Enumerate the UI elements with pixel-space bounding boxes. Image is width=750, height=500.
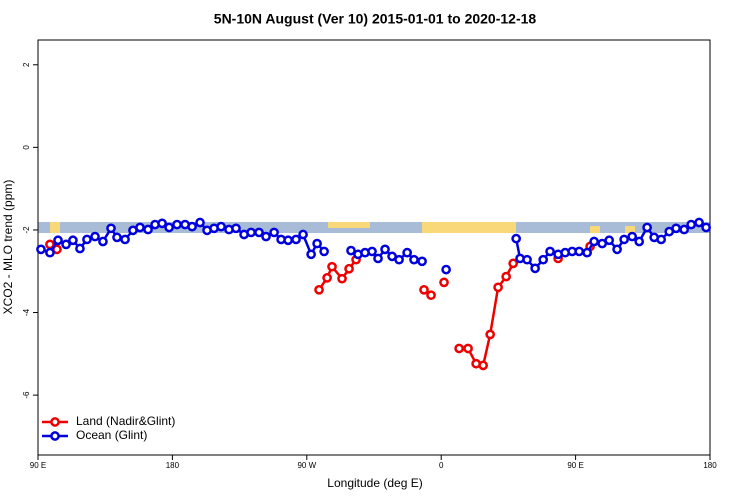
data-point bbox=[164, 222, 174, 233]
data-point bbox=[98, 236, 108, 247]
data-point bbox=[530, 263, 540, 274]
data-point bbox=[327, 261, 337, 272]
data-point bbox=[120, 234, 130, 245]
data-point bbox=[441, 264, 451, 275]
data-point bbox=[298, 229, 308, 240]
data-point bbox=[604, 235, 615, 246]
data-point bbox=[283, 235, 293, 246]
data-point bbox=[694, 217, 704, 228]
data-point bbox=[246, 227, 256, 238]
data-point bbox=[656, 234, 667, 245]
data-point bbox=[426, 290, 436, 301]
data-point bbox=[231, 223, 241, 234]
data-point bbox=[701, 222, 711, 233]
data-point bbox=[135, 222, 145, 233]
data-point bbox=[508, 258, 519, 269]
data-point bbox=[463, 343, 473, 354]
data-point bbox=[402, 247, 413, 258]
data-point bbox=[454, 343, 464, 354]
data-point bbox=[187, 221, 197, 232]
data-point bbox=[157, 218, 167, 229]
data-point bbox=[195, 217, 205, 228]
data-point bbox=[312, 238, 322, 249]
data-point bbox=[106, 223, 116, 234]
y-tick-label: 2 bbox=[22, 62, 31, 67]
data-point bbox=[589, 236, 599, 247]
data-point bbox=[112, 232, 122, 243]
data-point bbox=[172, 219, 182, 230]
y-tick-label: -6 bbox=[22, 391, 31, 399]
data-point bbox=[254, 227, 264, 238]
data-point bbox=[36, 244, 46, 255]
data-point bbox=[319, 246, 329, 257]
data-point bbox=[409, 254, 419, 265]
data-point bbox=[291, 234, 301, 245]
x-tick-label: 90 E bbox=[30, 461, 46, 470]
data-point bbox=[501, 271, 512, 282]
data-point bbox=[439, 277, 449, 288]
data-point bbox=[322, 273, 332, 283]
data-point bbox=[582, 247, 592, 258]
data-point bbox=[337, 273, 347, 284]
legend-marker bbox=[50, 431, 60, 441]
data-point bbox=[679, 224, 690, 235]
data-point bbox=[493, 282, 503, 293]
data-point bbox=[143, 224, 153, 235]
y-tick-label: 0 bbox=[22, 145, 31, 150]
data-point bbox=[45, 247, 55, 258]
data-point bbox=[538, 254, 549, 265]
data-point bbox=[642, 222, 652, 233]
legend-marker bbox=[50, 417, 60, 427]
x-axis-label: Longitude (deg E) bbox=[327, 476, 422, 490]
data-point bbox=[634, 236, 645, 247]
data-point bbox=[53, 235, 63, 246]
x-tick-label: 0 bbox=[439, 461, 444, 470]
data-point bbox=[90, 231, 100, 242]
data-point bbox=[619, 234, 629, 245]
data-point bbox=[686, 219, 697, 230]
data-point bbox=[478, 360, 489, 371]
data-point bbox=[269, 227, 279, 238]
data-point bbox=[75, 243, 85, 254]
data-point bbox=[373, 253, 383, 264]
data-point bbox=[417, 256, 427, 267]
data-point bbox=[522, 254, 532, 265]
data-point bbox=[612, 244, 622, 255]
data-point bbox=[511, 233, 522, 244]
map-strip bbox=[38, 222, 710, 233]
legend-label: Land (Nadir&Glint) bbox=[76, 414, 175, 428]
data-point bbox=[485, 329, 496, 340]
data-point bbox=[314, 284, 324, 295]
data-point bbox=[68, 235, 78, 246]
data-point bbox=[367, 246, 377, 257]
legend-label: Ocean (Glint) bbox=[76, 428, 147, 442]
data-point bbox=[344, 263, 354, 274]
y-tick-label: -2 bbox=[22, 226, 31, 234]
data-point bbox=[627, 231, 638, 242]
data-point bbox=[545, 246, 555, 257]
x-tick-label: 180 bbox=[166, 461, 180, 470]
data-point bbox=[306, 249, 316, 260]
data-point bbox=[419, 284, 429, 295]
data-point bbox=[61, 239, 71, 250]
y-axis-label: XCO2 - MLO trend (ppm) bbox=[1, 180, 15, 315]
y-tick-label: -4 bbox=[22, 308, 31, 316]
data-point bbox=[346, 245, 356, 256]
data-point bbox=[82, 234, 92, 245]
x-tick-label: 180 bbox=[703, 461, 717, 470]
data-point bbox=[574, 246, 585, 257]
data-point bbox=[380, 244, 390, 255]
data-point bbox=[394, 254, 404, 265]
data-point bbox=[261, 231, 271, 242]
data-point bbox=[216, 221, 226, 232]
x-tick-label: 90 W bbox=[297, 461, 316, 470]
x-tick-label: 90 E bbox=[567, 461, 583, 470]
chart-title: 5N-10N August (Ver 10) 2015-01-01 to 202… bbox=[214, 11, 537, 27]
data-point bbox=[671, 223, 681, 234]
